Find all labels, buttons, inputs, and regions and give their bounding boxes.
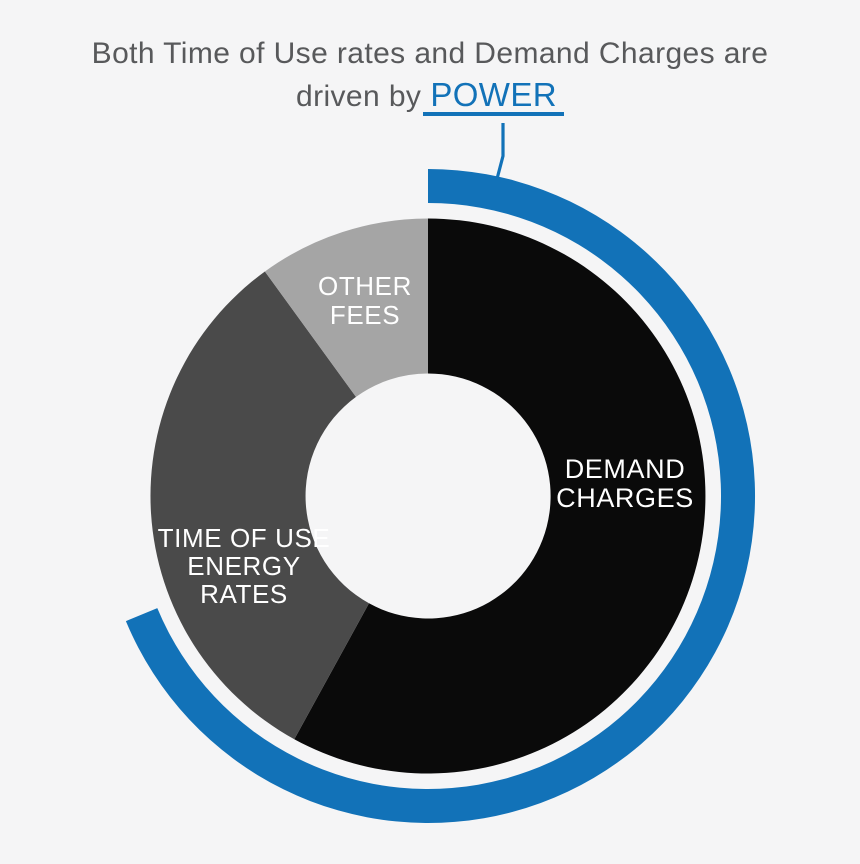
slice-label-time-of-use: TIME OF USE ENERGY RATES (157, 523, 331, 609)
pie-segment-0 (294, 218, 706, 774)
slice-label-other-fees: OTHER FEES (318, 271, 412, 330)
slice-label-demand-charges: DEMAND CHARGES (556, 454, 694, 513)
title-line-2-prefix: driven by (295, 80, 422, 113)
title-line-1: Both Time of Use rates and Demand Charge… (91, 37, 769, 70)
page-title: Both Time of Use rates and Demand Charge… (0, 33, 860, 119)
pie-segment-1 (150, 271, 369, 740)
title-line-2: driven by POWER (0, 75, 860, 119)
pie-segment-2 (264, 218, 428, 397)
power-highlight-word: POWER (423, 78, 564, 116)
donut-segments (150, 218, 706, 774)
callout-connector (495, 123, 505, 178)
